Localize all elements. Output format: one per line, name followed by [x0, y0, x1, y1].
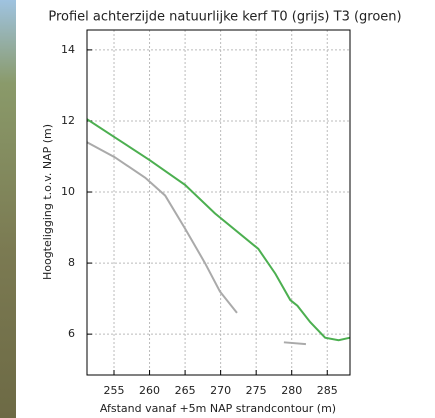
x-tick-label: 255 — [104, 384, 125, 397]
x-tick-label: 285 — [317, 384, 338, 397]
y-tick-label: 10 — [61, 185, 75, 198]
x-tick-label: 275 — [246, 384, 267, 397]
x-tick-label: 265 — [175, 384, 196, 397]
x-tick-label: 260 — [139, 384, 160, 397]
y-axis-label: Hoogteligging t.o.v. NAP (m) — [41, 124, 54, 280]
x-tick-label: 280 — [281, 384, 302, 397]
x-axis-label: Afstand vanaf +5m NAP strandcontour (m) — [100, 402, 336, 415]
chart-title: Profiel achterzijde natuurlijke kerf T0 … — [48, 10, 401, 25]
x-tick-label: 270 — [210, 384, 231, 397]
series-line — [86, 141, 307, 346]
y-tick-label: 14 — [61, 43, 75, 56]
plot-frame — [86, 29, 351, 376]
background-photo — [0, 0, 16, 418]
series-line — [86, 118, 351, 342]
y-tick-label: 8 — [68, 256, 75, 269]
y-tick-label: 6 — [68, 327, 75, 340]
y-tick-label: 12 — [61, 114, 75, 127]
